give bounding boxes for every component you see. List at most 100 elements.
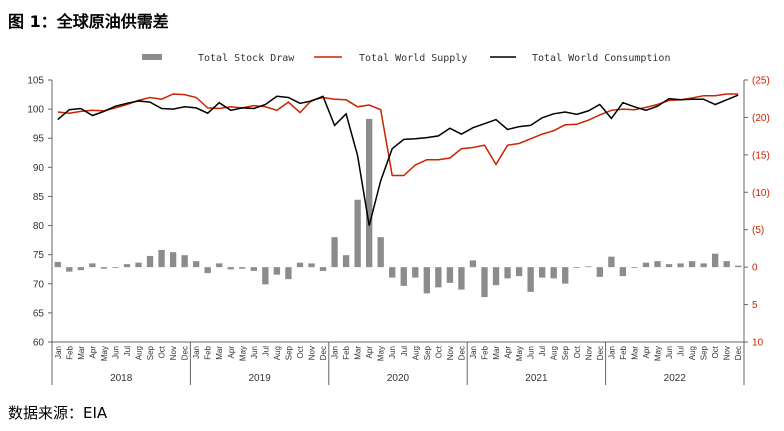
stock-draw-bar (169, 252, 177, 268)
month-label: Aug (550, 346, 559, 360)
stock-draw-bar (688, 261, 696, 268)
stock-draw-bar (135, 262, 142, 268)
right-tick-label: 5 (752, 300, 758, 311)
source-note: 数据来源：EIA (8, 404, 108, 422)
supply-line (57, 93, 739, 177)
month-label: May (238, 346, 247, 361)
year-label: 2022 (664, 373, 687, 384)
month-label: Aug (411, 346, 420, 360)
right-tick-label: 0 (752, 263, 758, 274)
stock-draw-bar (642, 262, 650, 268)
stock-draw-bar (192, 261, 200, 268)
year-label: 2021 (525, 373, 548, 384)
month-label: Oct (158, 345, 167, 358)
stock-draw-bar (458, 267, 465, 290)
left-tick-label: 70 (33, 279, 45, 290)
left-tick-label: 105 (27, 76, 44, 87)
month-label: Jul (677, 346, 686, 356)
stock-draw-bar (250, 267, 258, 271)
month-label: Feb (481, 345, 490, 359)
month-label: Nov (584, 346, 593, 360)
month-label: Feb (204, 345, 213, 359)
stock-draw-bar (654, 261, 661, 268)
stock-draw-bar (446, 267, 454, 283)
right-axis-ticks: (25) (20) (15) (10) (5) 0 5 10 (744, 76, 770, 349)
month-label: Nov (723, 346, 732, 360)
stock-draw-bar (492, 267, 500, 286)
stock-draw-bar (308, 263, 315, 268)
right-tick-label: (15) (752, 150, 770, 161)
month-label: Dec (319, 346, 328, 360)
month-label: May (100, 346, 109, 361)
month-label: Nov (308, 346, 317, 360)
right-tick-label: 10 (752, 338, 764, 349)
stock-draw-bar (665, 264, 673, 268)
stock-draw-bar (596, 267, 604, 277)
x-axis-labels: Jan Feb Mar Apr May Jun Jul Aug Sep Oct Nov Dec Jan F… (51, 342, 745, 385)
right-tick-label: (10) (752, 188, 770, 199)
stock-draw-bar (66, 267, 73, 272)
month-label: Jun (250, 346, 259, 359)
chart-title: 图 1：全球原油供需差 (8, 12, 169, 31)
month-label: Jun (388, 346, 397, 359)
month-label: Dec (596, 346, 605, 360)
month-label: Nov (446, 346, 455, 360)
month-label: Dec (181, 346, 190, 360)
month-label: Oct (711, 345, 720, 358)
stock-draw-bar (273, 267, 281, 275)
legend-label-consumption: Total World Consumption (532, 53, 670, 64)
month-label: Mar (215, 346, 224, 360)
left-tick-label: 90 (33, 163, 45, 174)
stock-draw-bar (435, 267, 442, 288)
stock-draw-bar (100, 267, 108, 269)
month-label: Mar (77, 346, 86, 360)
year-label: 2019 (248, 373, 271, 384)
stock-draw-bar (365, 118, 373, 268)
left-tick-label: 100 (27, 105, 44, 116)
left-tick-label: 60 (33, 338, 45, 349)
stock-draw-bar (146, 255, 154, 268)
month-label: Dec (734, 346, 743, 360)
month-label: Mar (492, 346, 501, 360)
left-tick-label: 85 (33, 192, 45, 203)
stock-draw-bar (573, 267, 580, 268)
month-label: Jul (400, 346, 409, 356)
month-label: Sep (700, 345, 709, 360)
month-label: Mar (354, 346, 363, 360)
month-label: Jul (538, 346, 547, 356)
stock-draw-bar (585, 266, 592, 268)
stock-draw-bar (296, 262, 304, 268)
stock-draw-bar (562, 267, 569, 284)
stock-draw-bar (54, 261, 61, 268)
stock-draw-bar (550, 267, 557, 279)
stock-draw-bar (608, 256, 615, 268)
left-tick-label: 65 (33, 308, 45, 319)
legend-label-supply: Total World Supply (359, 53, 467, 64)
stock-draw-bar (204, 267, 211, 274)
month-label: May (654, 346, 663, 361)
stock-draw-bar (77, 267, 85, 271)
month-label: Aug (273, 346, 282, 360)
stock-draw-bar (239, 267, 246, 269)
stock-draw-bar (377, 237, 384, 268)
left-axis-ticks: 60 65 70 75 80 85 90 95 100 105 (27, 76, 52, 349)
stock-draw-bar (216, 263, 223, 268)
right-tick-label: (5) (752, 225, 764, 236)
month-label: Oct (573, 345, 582, 358)
left-tick-label: 95 (33, 134, 45, 145)
month-label: Feb (342, 345, 351, 359)
month-label: Sep (284, 345, 293, 360)
stock-draw-bar (319, 267, 327, 271)
stock-draw-bar (227, 267, 234, 270)
month-label: Apr (642, 346, 651, 359)
stock-draw-bar (677, 263, 684, 268)
stock-draw-bar (158, 249, 165, 268)
consumption-line (57, 94, 739, 226)
month-label: Jun (527, 346, 536, 359)
month-label: Oct (434, 345, 443, 358)
stock-draw-bar (481, 267, 488, 298)
month-label: Sep (146, 345, 155, 360)
stock-draw-bar (711, 253, 719, 268)
stock-draw-bar (262, 267, 269, 285)
